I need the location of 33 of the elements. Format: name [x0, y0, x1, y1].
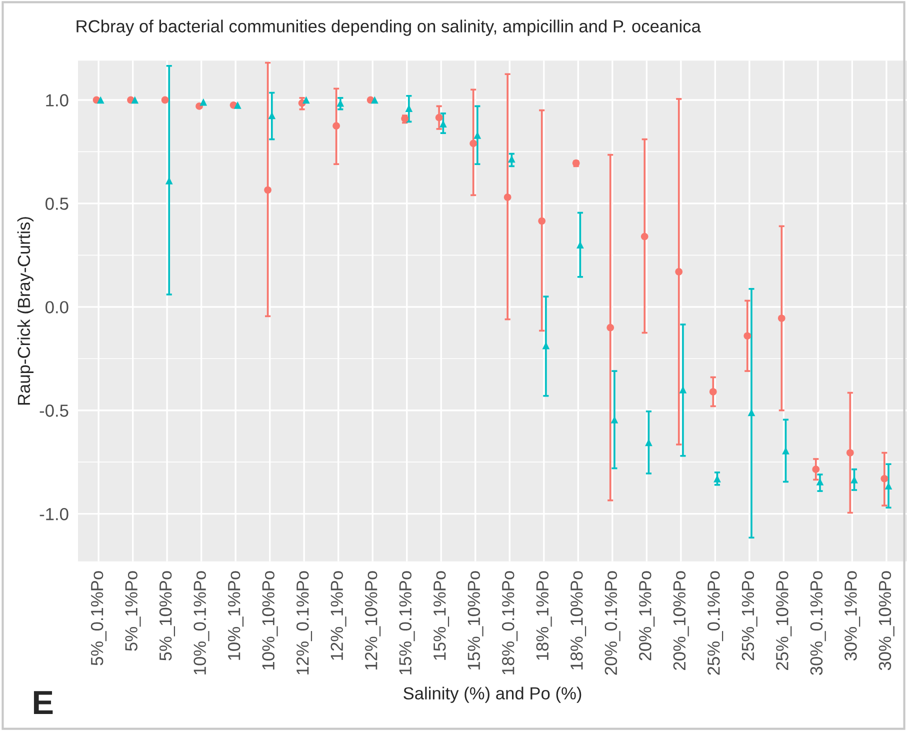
x-tick-label: 5%_0.1%Po	[90, 571, 106, 666]
x-tick-label: 12%_0.1%Po	[296, 571, 312, 674]
x-tick-label: 20%_0.1%Po	[604, 571, 620, 675]
x-tick-label: 10%_1%Po	[228, 571, 244, 660]
x-tick-label: 10%_0.1%Po	[194, 571, 210, 674]
x-tick-label: 30%_1%Po	[844, 571, 860, 660]
y-tick-label: 1.0	[46, 94, 68, 106]
x-tick-label: 15%_1%Po	[434, 571, 450, 660]
x-tick-label: 25%_10%Po	[776, 571, 792, 670]
x-tick-label: 20%_10%Po	[673, 571, 689, 670]
x-tick-label: 18%_0.1%Po	[502, 571, 518, 674]
x-tick-label: 18%_1%Po	[536, 571, 552, 660]
text: E	[34, 691, 53, 714]
y-tick-label: -1.0	[40, 508, 68, 520]
y-tick-label: 0.5	[46, 198, 68, 210]
x-tick-label: 25%_1%Po	[742, 571, 758, 660]
x-tick-label: 5%_10%Po	[159, 571, 176, 660]
x-tick-label: 12%_10%Po	[364, 571, 381, 670]
x-tick-label: 12%_1%Po	[330, 571, 346, 660]
x-axis-title: Salinity (%) and Po (%)	[404, 686, 582, 703]
x-tick-label: 15%_10%Po	[468, 571, 484, 670]
x-tick-label: 30%_10%Po	[878, 571, 894, 670]
x-tick-label: 30%_0.1%Po	[810, 571, 826, 675]
y-axis-title: Raup-Crick (Bray-Curtis)	[17, 217, 34, 405]
x-tick-label: 25%_0.1%Po	[708, 571, 724, 675]
y-tick-label: -0.5	[40, 404, 68, 417]
x-tick-label: 20%_1%Po	[639, 571, 655, 660]
x-tick-label: 10%_10%Po	[262, 571, 278, 670]
x-tick-label: 5%_1%Po	[125, 571, 141, 651]
y-tick-label: 0.0	[46, 301, 68, 314]
x-tick-label: 15%_0.1%Po	[399, 571, 415, 674]
chart-title: RCbray of bacterial communities depending on salinity, ampicillin and P. oceanica	[76, 20, 701, 36]
x-tick-label: 18%_10%Po	[570, 571, 586, 670]
